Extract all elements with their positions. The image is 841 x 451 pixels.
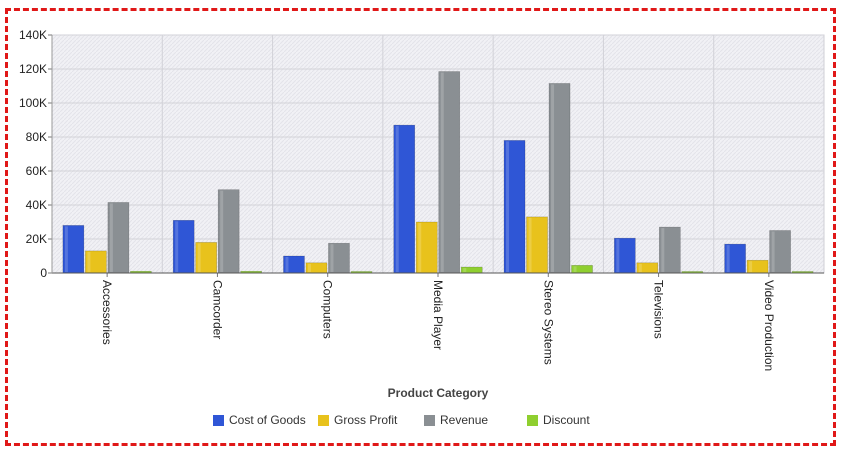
bar-highlight bbox=[661, 228, 665, 272]
bar-highlight bbox=[463, 268, 467, 272]
legend-label: Cost of Goods bbox=[229, 413, 306, 427]
bar-highlight bbox=[418, 223, 422, 272]
bar-highlight bbox=[87, 251, 91, 272]
bar-highlight bbox=[220, 190, 224, 272]
y-tick-label: 60K bbox=[26, 164, 47, 178]
x-tick-label: Video Production bbox=[762, 280, 776, 371]
bar-highlight bbox=[638, 263, 642, 272]
chart-frame bbox=[5, 8, 836, 446]
y-tick-label: 40K bbox=[26, 198, 47, 212]
legend-item-gross-profit[interactable]: Gross Profit bbox=[318, 411, 397, 429]
bar-highlight bbox=[616, 239, 620, 272]
bar-highlight bbox=[395, 126, 399, 272]
bar-highlight bbox=[726, 245, 730, 272]
bar-highlight bbox=[771, 231, 775, 272]
x-tick-label: Media Player bbox=[431, 280, 445, 350]
bar-highlight bbox=[551, 84, 555, 272]
legend-label: Gross Profit bbox=[334, 413, 398, 427]
legend-label: Revenue bbox=[440, 413, 489, 427]
x-tick-label: Computers bbox=[321, 280, 335, 339]
chart-legend: Cost of Goods Gross Profit Revenue Discount bbox=[0, 411, 841, 431]
x-tick-label: Camcorder bbox=[210, 280, 224, 339]
bar-highlight bbox=[307, 263, 311, 272]
bar-highlight bbox=[330, 244, 334, 272]
x-axis-title: Product Category bbox=[388, 386, 489, 400]
legend-label: Discount bbox=[543, 413, 590, 427]
bar-highlight bbox=[64, 226, 68, 272]
bar-highlight bbox=[109, 203, 113, 272]
x-tick-label: Televisions bbox=[652, 280, 666, 339]
legend-item-revenue[interactable]: Revenue bbox=[424, 411, 488, 429]
bar-highlight bbox=[749, 261, 753, 272]
plot-area bbox=[51, 34, 825, 274]
legend-swatch bbox=[318, 414, 329, 426]
bar-highlight bbox=[573, 266, 577, 272]
legend-item-cost-of-goods[interactable]: Cost of Goods bbox=[213, 411, 306, 429]
legend-swatch bbox=[424, 414, 435, 426]
bar-highlight bbox=[506, 141, 510, 272]
bar-highlight bbox=[528, 217, 532, 272]
bar-highlight bbox=[440, 72, 444, 272]
y-tick-label: 80K bbox=[26, 130, 47, 144]
bar-highlight bbox=[197, 243, 201, 272]
y-tick-label: 100K bbox=[19, 96, 47, 110]
bar-highlight bbox=[175, 221, 179, 272]
y-tick-label: 20K bbox=[26, 232, 47, 246]
legend-swatch bbox=[527, 414, 538, 426]
y-tick-label: 140K bbox=[19, 28, 47, 42]
legend-swatch bbox=[213, 414, 224, 426]
y-tick-label: 120K bbox=[19, 62, 47, 76]
legend-item-discount[interactable]: Discount bbox=[527, 411, 590, 429]
y-tick-label: 0 bbox=[40, 266, 47, 280]
x-tick-label: Stereo Systems bbox=[541, 280, 555, 365]
bar-highlight bbox=[285, 257, 289, 272]
x-tick-label: Accessories bbox=[100, 280, 114, 345]
